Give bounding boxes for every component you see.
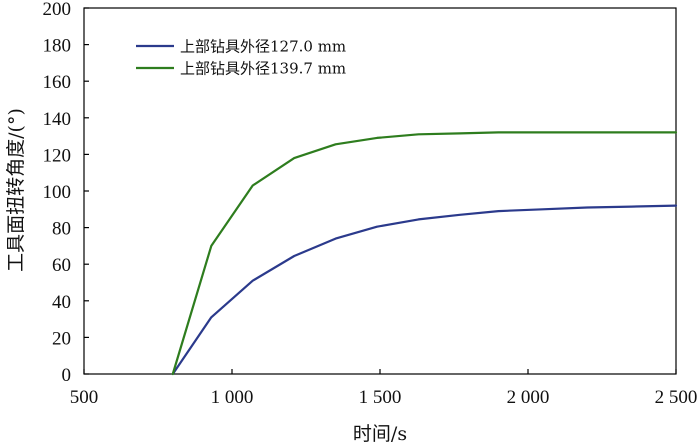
legend: 上部钻具外径127.0 mm 上部钻具外径139.7 mm [136,38,346,78]
y-tick-label: 100 [43,182,72,203]
x-tick-label: 2 000 [507,387,550,408]
x-tick-label: 2 500 [655,387,698,408]
y-tick-label: 200 [43,0,72,20]
legend-label: 上部钻具外径139.7 mm [180,60,346,78]
y-tick-label: 20 [52,328,71,349]
y-tick-label: 80 [52,219,71,240]
x-tick-label: 500 [70,387,99,408]
y-tick-label: 60 [52,255,71,276]
y-tick-label: 120 [43,145,72,166]
y-tick-label: 40 [52,292,71,313]
y-tick-label: 140 [43,109,72,130]
x-tick-label: 1 500 [359,387,402,408]
x-tick-label: 1 000 [211,387,254,408]
series-line-1 [171,204,678,376]
x-axis-label: 时间/s [353,423,407,445]
plot-frame [83,7,677,375]
axes: 500 1 000 1 500 2 000 2 500 0 20 40 60 80 100 120 14… [43,0,698,408]
y-tick-label: 160 [43,72,72,93]
y-axis-label: 工具面扭转角度/(°) [5,108,27,272]
y-tick-label: 180 [43,36,72,57]
y-tick-label: 0 [62,365,72,386]
series-line-2 [171,131,678,376]
legend-label: 上部钻具外径127.0 mm [180,38,346,56]
series-layer [171,131,678,376]
